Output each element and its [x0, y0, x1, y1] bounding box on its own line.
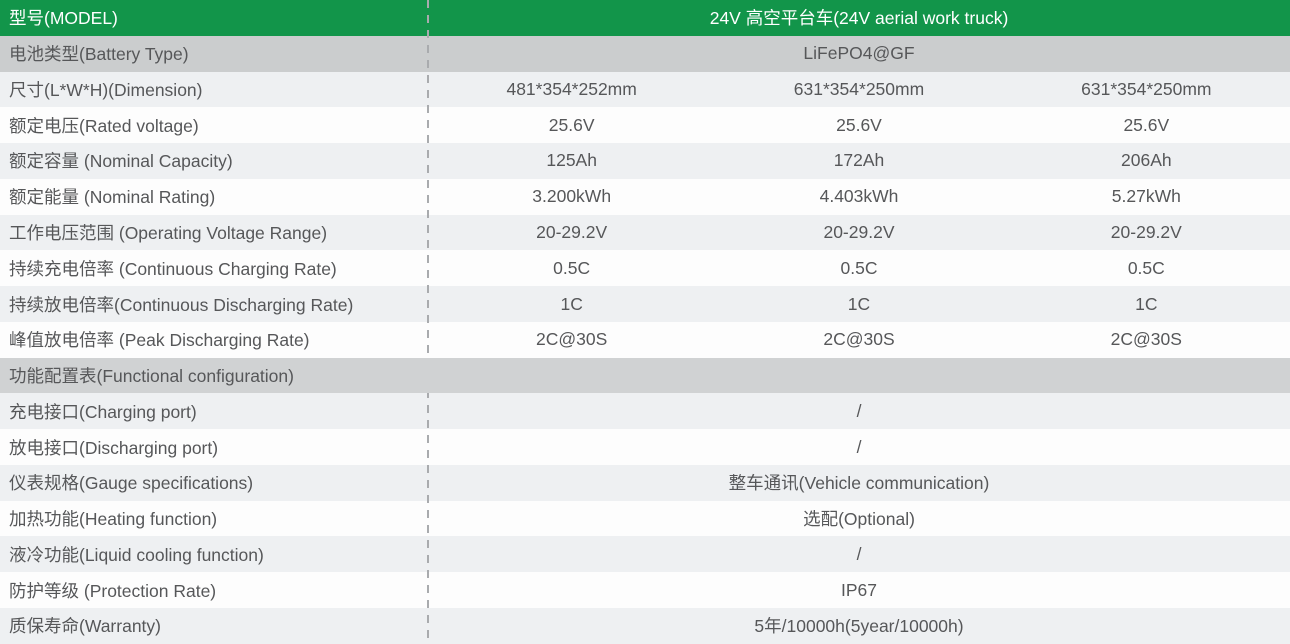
- table-row-rated-voltage: 额定电压(Rated voltage) 25.6V 25.6V 25.6V: [0, 107, 1290, 144]
- row-values: 2C@30S 2C@30S 2C@30S: [428, 322, 1290, 358]
- table-row-protection-rate: 防护等级 (Protection Rate) IP67: [0, 572, 1290, 609]
- row-label: 电池类型(Battery Type): [9, 44, 189, 65]
- row-label: 液冷功能(Liquid cooling function): [9, 544, 264, 565]
- row-value: 25.6V: [836, 114, 882, 135]
- table-row-operating-voltage-range: 工作电压范围 (Operating Voltage Range) 20-29.2…: [0, 214, 1290, 251]
- row-value: 25.6V: [1123, 114, 1170, 135]
- table-row-liquid-cooling-function: 液冷功能(Liquid cooling function) /: [0, 536, 1290, 573]
- table-row-heating-function: 加热功能(Heating function) 选配(Optional): [0, 500, 1290, 537]
- row-value: 25.6V: [548, 114, 595, 135]
- row-label: 质保寿命(Warranty): [9, 616, 161, 637]
- row-value: 20-29.2V: [823, 221, 895, 242]
- row-value: 3.200kWh: [532, 186, 612, 207]
- row-values: 20-29.2V 20-29.2V 20-29.2V: [428, 215, 1290, 251]
- row-label: 持续充电倍率 (Continuous Charging Rate): [9, 258, 337, 279]
- row-value: /: [856, 400, 862, 421]
- row-values: 0.5C 0.5C 0.5C: [428, 250, 1290, 286]
- row-value: 2C@30S: [536, 329, 608, 350]
- row-label: 额定电压(Rated voltage): [9, 115, 199, 136]
- row-value: IP67: [841, 579, 877, 600]
- table-row-dimension: 尺寸(L*W*H)(Dimension) 481*354*252mm 631*3…: [0, 71, 1290, 108]
- row-value: 125Ah: [546, 150, 597, 171]
- row-value: 631*354*250mm: [793, 78, 925, 99]
- row-value: 631*354*250mm: [1081, 78, 1212, 99]
- row-value: 0.5C: [553, 257, 591, 278]
- row-label: 持续放电倍率(Continuous Discharging Rate): [9, 294, 354, 315]
- row-label: 加热功能(Heating function): [9, 509, 218, 530]
- row-label: 工作电压范围 (Operating Voltage Range): [9, 222, 328, 243]
- row-value: 2C@30S: [823, 329, 895, 350]
- row-value: 5.27kWh: [1111, 186, 1181, 207]
- model-header-value: 24V 高空平台车(24V aerial work truck): [709, 8, 1009, 29]
- row-value: 1C: [1135, 293, 1158, 314]
- row-label: 仪表规格(Gauge specifications): [9, 473, 254, 494]
- row-label: 防护等级 (Protection Rate): [9, 580, 217, 601]
- row-value: 172Ah: [833, 150, 885, 171]
- row-values: 3.200kWh 4.403kWh 5.27kWh: [428, 179, 1290, 215]
- row-label: 额定能量 (Nominal Rating): [9, 187, 216, 208]
- row-value: 5年/10000h(5year/10000h): [754, 616, 964, 637]
- row-value: 481*354*252mm: [506, 78, 637, 99]
- table-row-continuous-charging-rate: 持续充电倍率 (Continuous Charging Rate) 0.5C 0…: [0, 250, 1290, 287]
- row-values: 125Ah 172Ah 206Ah: [428, 143, 1290, 179]
- table-row-charging-port: 充电接口(Charging port) /: [0, 393, 1290, 430]
- table-row-nominal-rating: 额定能量 (Nominal Rating) 3.200kWh 4.403kWh …: [0, 178, 1290, 215]
- row-label: 放电接口(Discharging port): [9, 437, 219, 458]
- section-header-label: 功能配置表(Functional configuration): [9, 366, 294, 387]
- row-label: 额定容量 (Nominal Capacity): [9, 151, 233, 172]
- table-row-continuous-discharging-rate: 持续放电倍率(Continuous Discharging Rate) 1C 1…: [0, 286, 1290, 322]
- section-header-functional-configuration: 功能配置表(Functional configuration): [0, 357, 1290, 394]
- row-value: LiFePO4@GF: [803, 43, 915, 64]
- row-values: 481*354*252mm 631*354*250mm 631*354*250m…: [428, 72, 1290, 108]
- row-value: 206Ah: [1121, 150, 1172, 171]
- table-header-row: 型号(MODEL) 24V 高空平台车(24V aerial work truc…: [0, 0, 1290, 36]
- row-label: 峰值放电倍率 (Peak Discharging Rate): [9, 330, 310, 351]
- row-value: 4.403kWh: [819, 186, 899, 207]
- row-value: 20-29.2V: [536, 221, 608, 242]
- table-row-gauge-specifications: 仪表规格(Gauge specifications) 整车通讯(Vehicle …: [0, 464, 1290, 501]
- row-value: 0.5C: [840, 257, 878, 278]
- row-value: /: [856, 543, 862, 564]
- row-value: 整车通讯(Vehicle communication): [728, 473, 990, 494]
- row-value: /: [856, 436, 862, 457]
- row-value: 2C@30S: [1110, 329, 1182, 350]
- row-values: 25.6V 25.6V 25.6V: [428, 107, 1290, 143]
- table-row-warranty: 质保寿命(Warranty) 5年/10000h(5year/10000h): [0, 608, 1290, 644]
- row-value: 1C: [560, 293, 583, 314]
- row-label: 尺寸(L*W*H)(Dimension): [9, 79, 203, 100]
- row-value: 1C: [847, 293, 871, 314]
- table-row-peak-discharging-rate: 峰值放电倍率 (Peak Discharging Rate) 2C@30S 2C…: [0, 321, 1290, 358]
- row-label: 充电接口(Charging port): [9, 401, 197, 422]
- row-value: 20-29.2V: [1110, 221, 1182, 242]
- table-row-battery-type: 电池类型(Battery Type) LiFePO4@GF: [0, 35, 1290, 72]
- row-value: 选配(Optional): [803, 509, 915, 530]
- table-row-nominal-capacity: 额定容量 (Nominal Capacity) 125Ah 172Ah 206A…: [0, 143, 1290, 179]
- model-header-label: 型号(MODEL): [9, 8, 118, 29]
- row-values: 1C 1C 1C: [428, 286, 1290, 322]
- row-value: 0.5C: [1127, 257, 1165, 278]
- table-row-discharging-port: 放电接口(Discharging port) /: [0, 429, 1290, 465]
